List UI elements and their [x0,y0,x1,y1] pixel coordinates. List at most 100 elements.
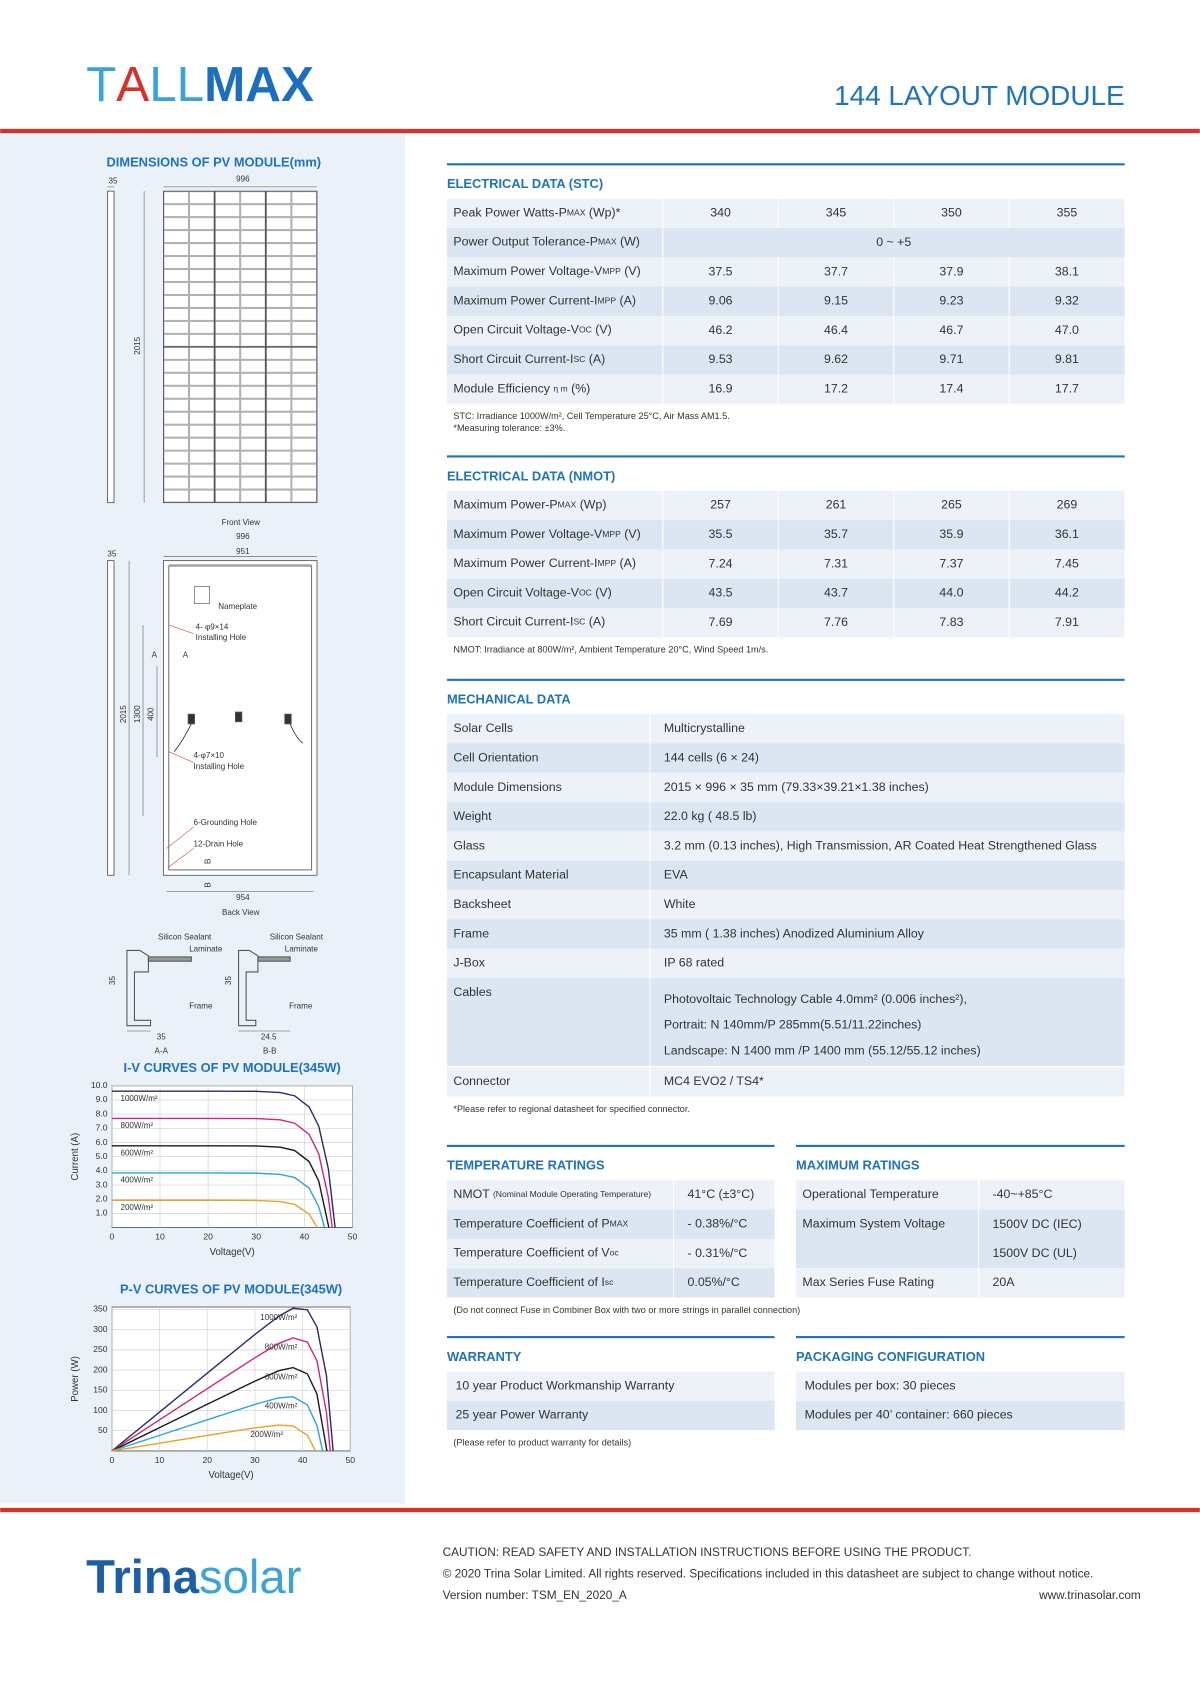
note: *Measuring tolerance: ±3%. [453,423,565,433]
y-tick-label: 250 [93,1344,108,1354]
x-tick-label: 10 [155,1455,165,1465]
row-bg [446,1268,775,1298]
view-label: Back View [222,908,260,917]
dim-label: 2015 [133,336,142,354]
label-part: Module Efficiency [453,382,553,396]
dim-label: 35 [108,177,117,186]
label-part: (Wp)* [585,206,620,220]
dim-label: 12-Drain Hole [193,839,243,848]
plot-area [111,1306,351,1452]
curve [111,1396,324,1452]
row-bg [446,315,1125,346]
header-rule [0,128,1200,134]
y-tick-label: 200 [93,1364,108,1374]
row-label: Peak Power Watts-PMAX (Wp)* [453,206,620,220]
dim-label: 951 [236,547,250,556]
label-sub: MPP [602,266,621,276]
cell: 9.81 [1055,352,1079,366]
dimension-labels: 35 996 2015 Front View 996 951 35 Namepl… [107,174,323,1055]
cell: EVA [664,868,689,882]
row-label: Maximum System Voltage [802,1217,945,1231]
row-label: Max Series Fuse Rating [802,1275,934,1289]
curve-label: 1000W/m² [120,1094,157,1103]
label-sub: MPP [597,558,616,568]
label-part: (%) [568,382,591,396]
label-sub: oc [610,1248,620,1258]
row-bg [796,1209,1125,1269]
section-title: DIMENSIONS OF PV MODULE(mm) [107,155,322,170]
dim-label: Installing Hole [196,633,247,642]
view-label: B-B [263,1047,276,1056]
x-tick-label: 10 [155,1231,165,1241]
row-label: Power Output Tolerance-PMAX (W) [453,235,639,249]
row-label: Temperature Coefficient of Voc [453,1246,619,1260]
row-bg [446,549,1125,579]
section-title: WARRANTY [447,1349,522,1364]
y-tick-label: 50 [98,1425,108,1435]
label-sub: MPP [602,529,621,539]
cell: 9.15 [824,294,848,308]
cell: 2015 × 996 × 35 mm (79.33×39.21×1.38 inc… [664,780,929,794]
row-label: Maximum Power Voltage-VMPP (V) [453,264,640,278]
dim-label: 35 [107,549,116,558]
section-rule [446,1144,775,1148]
note: NMOT: Irradiance at 800W/m², Ambient Tem… [453,645,768,655]
dim-label: Nameplate [218,602,257,611]
cell: 0.05%/°C [688,1275,740,1289]
row-text: 25 year Power Warranty [456,1408,589,1422]
label-part: (V) [621,527,641,541]
footer-text: © 2020 Trina Solar Limited. All rights r… [443,1567,1094,1581]
row-bg [796,1400,1125,1431]
label-part: Maximum Power Current-I [453,294,597,308]
row-label: Solar Cells [453,721,513,735]
cell: - 0.31%/°C [688,1246,748,1260]
cell: 7.37 [939,556,963,570]
row-text: 10 year Product Workmanship Warranty [456,1378,676,1392]
row-bg [446,1371,775,1401]
chart-title: P-V CURVES OF PV MODULE(345W) [120,1281,342,1296]
row-bg [446,228,1125,258]
cross-sections [126,949,291,1032]
cell: 37.7 [824,264,848,278]
y-tick-label: 100 [93,1405,108,1415]
curve [111,1090,336,1228]
x-tick-label: 50 [348,1231,358,1241]
logo-part: LL [149,57,204,112]
curve [111,1199,318,1228]
cell: 257 [710,498,731,512]
dim-label: B [204,882,213,887]
y-tick-label: 350 [93,1304,108,1314]
dim-label: Frame [189,1001,213,1010]
row-text: Modules per box: 30 pieces [805,1378,956,1392]
row-bg [446,743,1125,773]
label-sub: SC [573,617,585,627]
x-tick-label: 40 [300,1231,310,1241]
curve [111,1337,331,1452]
chart-title: I-V CURVES OF PV MODULE(345W) [124,1060,341,1075]
row-label: Open Circuit Voltage-VOC (V) [453,586,611,600]
label-part: (V) [621,264,641,278]
note: STC: Irradiance 1000W/m², Cell Temperatu… [453,411,729,421]
label-sub: MAX [610,1219,629,1229]
section-title: ELECTRICAL DATA (STC) [447,176,603,191]
row-bg [446,890,1125,920]
dim-label: B [204,859,213,864]
row-bg [446,1209,775,1239]
row-label: Maximum Power Current-IMPP (A) [453,556,636,570]
label-part: (W) [617,235,640,249]
x-tick-label: 40 [298,1455,308,1465]
logo: TALLMAX [86,57,314,112]
y-tick-label: 150 [93,1385,108,1395]
dim-label: 4- φ9×14 [196,622,229,631]
logo-part: T [86,57,116,112]
y-tick-label: 2.0 [96,1193,108,1203]
footer-logo: Trinasolar [86,1551,301,1604]
label-part: (Wp) [576,498,606,512]
cell: 0 ~ +5 [876,235,911,249]
curve [111,1172,326,1228]
curve [111,1117,333,1228]
dim-label: Laminate [285,945,319,954]
label-part: Maximum Power Current-I [453,556,597,570]
cell: 47.0 [1055,323,1079,337]
curve-label: 400W/m² [265,1402,298,1411]
